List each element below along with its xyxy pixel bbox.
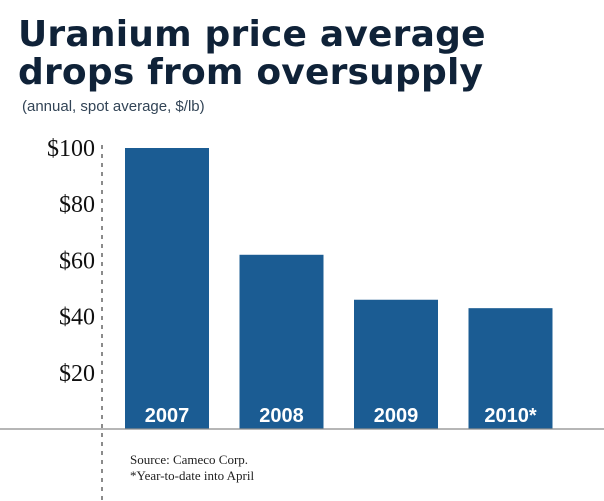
category-label: 2010*	[484, 405, 536, 427]
footnote: *Year-to-date into April	[130, 468, 255, 483]
y-tick-label: $20	[59, 361, 95, 387]
y-axis-ticks: $20 $40 $60 $80 $100	[47, 136, 95, 387]
source-note: Source: Cameco Corp.	[130, 452, 249, 467]
bar	[239, 254, 324, 429]
category-label: 2008	[259, 405, 304, 427]
bar	[468, 308, 553, 429]
chart-subtitle: (annual, spot average, $/lb)	[22, 98, 205, 115]
y-tick-label: $40	[59, 305, 95, 331]
bar	[125, 148, 209, 429]
chart-title: Uranium price average drops from oversup…	[18, 14, 486, 93]
y-tick-label: $60	[59, 248, 95, 274]
chart-footer: Source: Cameco Corp. *Year-to-date into …	[130, 452, 254, 484]
bar	[354, 299, 438, 429]
category-label: 2007	[145, 405, 190, 427]
category-labels: 2007 2008 2009 2010*	[145, 405, 537, 427]
category-label: 2009	[374, 405, 419, 427]
y-tick-label: $80	[59, 192, 95, 218]
bars-group	[125, 148, 553, 429]
y-tick-label: $100	[47, 136, 95, 162]
